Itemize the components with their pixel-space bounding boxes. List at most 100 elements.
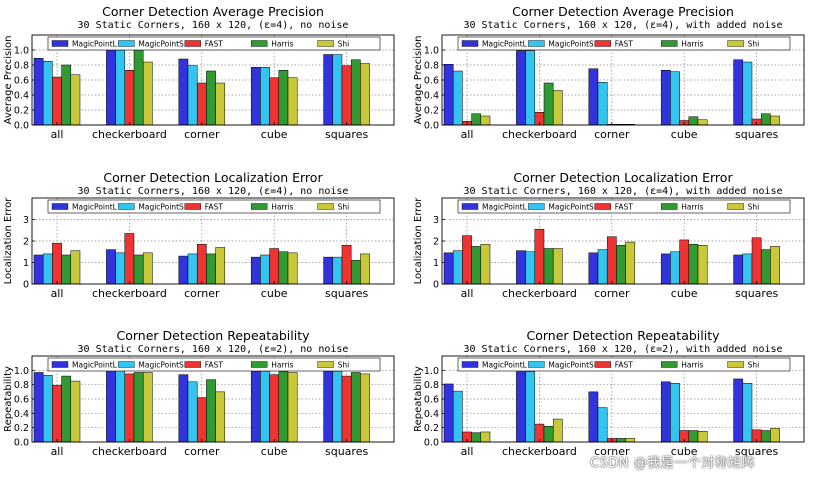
- bar-FAST-cube: [269, 248, 280, 285]
- x-tick-label: corner: [594, 445, 630, 458]
- y-tick-label: 0.2: [14, 106, 29, 117]
- bar-MagicPointS-squares: [332, 256, 343, 285]
- y-tick-label: 1.0: [424, 366, 439, 377]
- bar-MagicPointL-squares: [733, 378, 744, 443]
- chart-title: Corner Detection Repeatability: [526, 328, 720, 343]
- bar-MagicPointL-corner: [178, 58, 189, 126]
- bar-Harris-checkerboard: [133, 254, 144, 285]
- legend: MagicPointL MagicPointS FAST Harris Shi: [47, 357, 381, 372]
- bar-MagicPointL-all: [33, 254, 44, 285]
- bar-Shi-cube: [697, 119, 708, 126]
- bar-Harris-corner: [206, 379, 216, 443]
- chart-title: Corner Detection Repeatability: [116, 328, 310, 343]
- legend-swatch-MagicPointS: [528, 40, 545, 47]
- legend-label-Harris: Harris: [681, 40, 703, 49]
- chart-title: Corner Detection Average Precision: [102, 4, 324, 19]
- bar-MagicPointS-all: [42, 253, 53, 285]
- y-tick-label: 1.0: [14, 46, 29, 57]
- chart-subtitle: 30 Static Corners, 160 x 120, (ε=4), wit…: [463, 186, 782, 197]
- bar-Harris-cube: [278, 251, 289, 285]
- bar-Harris-cube: [688, 243, 699, 285]
- chart-subtitle: 30 Static Corners, 160 x 120, (ε=4), no …: [78, 186, 349, 197]
- bar-MagicPointL-squares: [323, 256, 334, 285]
- bar-MagicPointS-checkerboard: [115, 49, 126, 126]
- y-tick-label: 0.6: [424, 395, 439, 406]
- bar-MagicPointS-squares: [742, 61, 753, 126]
- bar-FAST-cube: [269, 77, 280, 126]
- legend-swatch-FAST: [184, 361, 202, 368]
- bar-Shi-checkerboard: [552, 90, 563, 126]
- bar-Harris-checkerboard: [543, 82, 554, 126]
- legend-label-MagicPointS: MagicPointS: [138, 361, 184, 370]
- bar-MagicPointS-squares: [332, 370, 343, 443]
- bar-Shi-all: [480, 115, 491, 126]
- bar-Shi-squares: [360, 253, 370, 285]
- bar-FAST-all: [52, 385, 62, 443]
- legend-swatch-Harris: [660, 361, 678, 368]
- legend-swatch-Shi: [727, 40, 744, 47]
- y-axis-label: Repeatability: [3, 366, 14, 432]
- legend: MagicPointL MagicPointS FAST Harris Shi: [47, 36, 381, 51]
- bar-MagicPointS-checkerboard: [525, 371, 536, 443]
- y-tick-label: 3: [433, 215, 439, 226]
- bar-Shi-squares: [360, 373, 370, 443]
- bar-FAST-cube: [269, 374, 280, 443]
- legend-label-Shi: Shi: [748, 361, 760, 370]
- y-tick-label: 1: [23, 258, 29, 269]
- bar-Harris-all: [471, 113, 482, 126]
- bar-Harris-cube: [688, 116, 699, 126]
- bar-Harris-squares: [350, 59, 361, 126]
- bar-MagicPointL-checkerboard: [516, 50, 526, 126]
- legend-label-FAST: FAST: [205, 203, 224, 212]
- chart-subtitle: 30 Static Corners, 160 x 120, (ε=4), no …: [78, 20, 349, 31]
- legend-swatch-MagicPointS: [528, 203, 545, 210]
- y-axis-label: Average Precision: [3, 36, 14, 125]
- bar-Shi-squares: [770, 246, 780, 285]
- legend-swatch-Harris: [250, 203, 268, 210]
- legend-swatch-FAST: [594, 40, 612, 47]
- bar-MagicPointS-all: [452, 390, 463, 443]
- y-tick-label: 0: [23, 280, 29, 291]
- legend-label-FAST: FAST: [205, 361, 224, 370]
- y-axis-label: Localization Error: [413, 197, 424, 285]
- legend-swatch-Shi: [317, 40, 334, 47]
- bar-Shi-all: [70, 250, 81, 285]
- x-tick-label: checkerboard: [502, 287, 577, 300]
- x-tick-label: corner: [184, 445, 220, 458]
- bar-Harris-squares: [350, 260, 361, 285]
- y-tick-label: 2: [23, 237, 29, 248]
- bar-MagicPointS-cube: [670, 382, 680, 443]
- bar-Shi-all: [480, 243, 491, 285]
- bar-MagicPointL-checkerboard: [106, 249, 116, 285]
- y-tick-label: 0.4: [14, 409, 29, 420]
- bar-FAST-all: [462, 235, 472, 285]
- y-tick-label: 1: [433, 258, 439, 269]
- legend-swatch-MagicPointL: [461, 361, 479, 368]
- chart-title: Corner Detection Localization Error: [513, 170, 733, 185]
- legend-label-Harris: Harris: [271, 361, 293, 370]
- y-axis-label: Localization Error: [3, 197, 14, 285]
- bar-FAST-checkerboard: [534, 228, 545, 285]
- bar-Harris-squares: [760, 249, 771, 285]
- bar-Shi-all: [480, 431, 491, 443]
- legend: MagicPointL MagicPointS FAST Harris Shi: [457, 357, 791, 372]
- bar-Harris-all: [61, 64, 72, 126]
- bar-Harris-all: [61, 254, 72, 285]
- legend: MagicPointL MagicPointS FAST Harris Shi: [457, 199, 791, 214]
- bar-Shi-checkerboard: [552, 418, 563, 443]
- legend-label-MagicPointS: MagicPointS: [548, 203, 594, 212]
- legend-swatch-Shi: [727, 361, 744, 368]
- plot-frame: [31, 34, 395, 126]
- legend-label-FAST: FAST: [615, 203, 634, 212]
- bar-MagicPointS-all: [42, 61, 53, 126]
- bar-MagicPointL-cube: [660, 253, 671, 285]
- legend-label-MagicPointS: MagicPointS: [138, 40, 184, 49]
- bar-Harris-corner: [616, 438, 626, 443]
- chart-subtitle: 30 Static Corners, 160 x 120, (ε=2), no …: [78, 344, 349, 355]
- bar-Harris-squares: [760, 113, 771, 126]
- y-tick-label: 0.6: [14, 395, 29, 406]
- y-tick-label: 0.8: [14, 61, 29, 72]
- y-tick-label: 0.2: [424, 423, 439, 434]
- x-tick-label: cube: [261, 128, 288, 141]
